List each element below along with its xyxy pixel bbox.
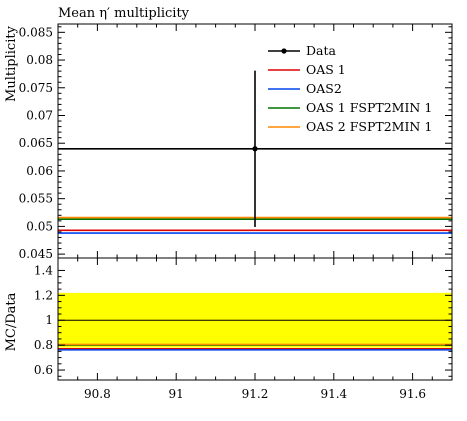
ratio-panel: 0.6 0.8 1 1.2 1.4 90.8 91 91.2 91.4 91.6 — [34, 257, 453, 401]
chart-title: Mean η′ multiplicity — [58, 6, 190, 21]
legend: Data OAS 1 OAS2 OAS 1 FSPT2MIN 1 OAS 2 FSPT2… — [268, 43, 432, 134]
legend-marker — [281, 48, 287, 54]
main-y-tick-label: 0.08 — [26, 53, 53, 67]
data-point — [252, 146, 258, 152]
main-y-axis-label: Multiplicity — [4, 25, 19, 102]
x-tick-label: 91 — [169, 387, 184, 401]
main-y-tick-label: 0.085 — [19, 25, 53, 39]
x-tick-label: 91.2 — [242, 387, 269, 401]
ratio-y-tick-label: 1.4 — [34, 263, 53, 277]
main-panel: 0.045 0.05 0.055 0.06 0.065 0.07 0.075 0.08 0.08… — [19, 23, 453, 261]
ratio-y-tick-label: 0.8 — [34, 338, 53, 352]
x-tick-label: 91.4 — [320, 387, 347, 401]
ratio-y-tick-label: 0.6 — [34, 363, 53, 377]
x-tick-label: 91.6 — [399, 387, 426, 401]
main-y-tick-label: 0.05 — [26, 219, 53, 233]
main-y-tick-label: 0.045 — [19, 247, 53, 261]
main-y-tick-label: 0.075 — [19, 81, 53, 95]
main-y-tick-label: 0.06 — [26, 164, 53, 178]
main-y-tick-label: 0.07 — [26, 108, 53, 122]
x-tick-label: 90.8 — [84, 387, 111, 401]
ratio-y-tick-label: 1 — [45, 313, 53, 327]
main-y-tick-label: 0.055 — [19, 192, 53, 206]
legend-label: OAS 1 FSPT2MIN 1 — [306, 100, 432, 115]
ratio-y-axis-label: MC/Data — [4, 292, 19, 351]
legend-label: Data — [306, 43, 336, 58]
legend-label: OAS 1 — [306, 62, 346, 77]
legend-label: OAS 2 FSPT2MIN 1 — [306, 119, 432, 134]
legend-label: OAS2 — [306, 81, 342, 96]
main-y-tick-label: 0.065 — [19, 136, 53, 150]
ratio-y-tick-label: 1.2 — [34, 288, 53, 302]
